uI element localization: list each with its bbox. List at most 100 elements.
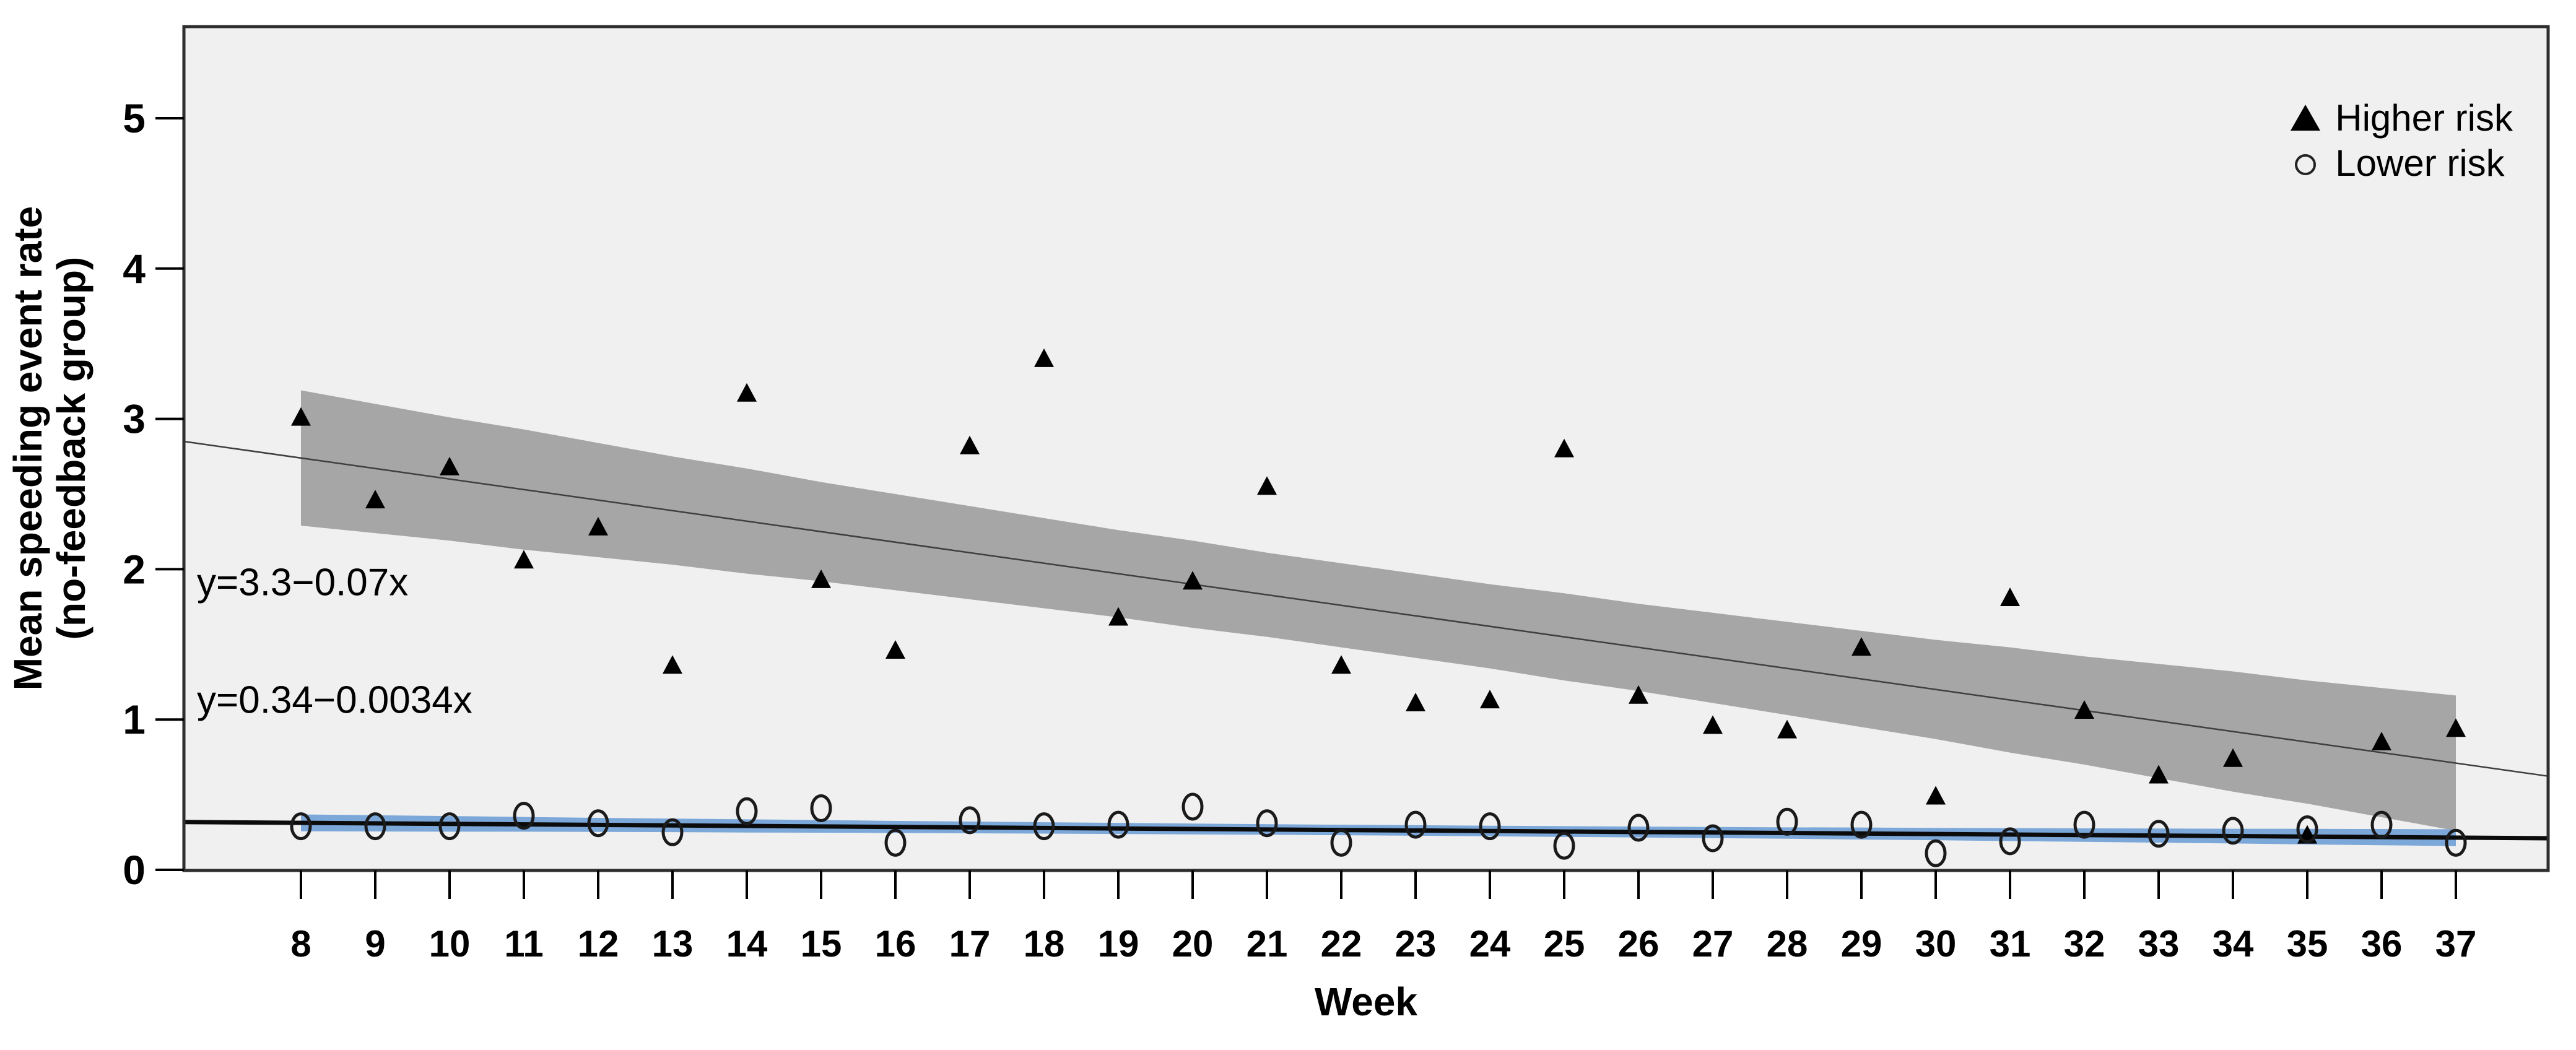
y-tick-label: 2 [123, 546, 146, 592]
lower-risk-point [2296, 815, 2318, 843]
lower-risk-point [290, 812, 312, 841]
higher-risk-point [737, 383, 757, 402]
lower-risk-point [1702, 824, 1724, 853]
higher-risk-point [1108, 607, 1128, 626]
lower-risk-point [587, 809, 609, 838]
y-tick-label: 5 [123, 95, 146, 141]
higher-risk-point [365, 490, 385, 509]
higher-risk-point [1852, 637, 1871, 656]
lower-risk-point [364, 812, 386, 841]
y-tick-label: 1 [123, 696, 146, 742]
x-tick-label: 27 [1692, 923, 1734, 965]
plot-frame [182, 25, 2550, 872]
lower-risk-point [2445, 828, 2467, 857]
higher-risk-point [2149, 765, 2169, 784]
lower-risk-point [736, 797, 758, 825]
x-tick-label: 37 [2435, 923, 2477, 965]
higher-risk-point [1777, 719, 1797, 739]
lower-risk-regression-line [183, 820, 2549, 841]
x-tick-label: 13 [652, 923, 694, 965]
lower-risk-point [513, 802, 535, 830]
lower-risk-point [1925, 839, 1947, 867]
legend-item-lower-risk: Lower risk [2286, 142, 2513, 184]
lower-risk-point [810, 794, 832, 822]
filled-triangle-icon [2291, 104, 2321, 131]
open-circle-icon [2295, 154, 2317, 175]
lower-risk-point [1404, 810, 1427, 839]
x-tick-label: 16 [875, 923, 916, 965]
x-tick-label: 24 [1469, 923, 1511, 965]
y-axis-title-line1: Mean speeding event rate [6, 206, 50, 691]
lower-risk-point [2222, 817, 2244, 845]
higher-risk-point [811, 569, 831, 588]
x-tick-label: 15 [801, 923, 842, 965]
x-tick-label: 19 [1098, 923, 1139, 965]
higher-risk-point [1480, 690, 1500, 709]
x-tick-label: 26 [1618, 923, 1660, 965]
lower-risk-point [1776, 807, 1798, 836]
lower-risk-point [1627, 814, 1650, 842]
lower-risk-point [884, 828, 907, 857]
y-tick-label: 0 [123, 847, 146, 893]
lower-risk-point [1479, 812, 1501, 841]
lower-risk-point [2073, 810, 2095, 839]
x-tick-label: 14 [726, 923, 768, 965]
lower-risk-point [2147, 820, 2170, 848]
y-axis-title: Mean speeding event rate (no-feedback gr… [0, 0, 102, 913]
lower-risk-point [1330, 828, 1352, 857]
x-tick-label: 30 [1915, 923, 1957, 965]
higher-risk-point [1554, 438, 1574, 458]
higher-risk-point [1257, 476, 1277, 495]
higher-risk-point [2074, 700, 2094, 719]
higher-risk-point [1703, 715, 1723, 734]
higher-risk-point [1034, 348, 1054, 367]
higher-risk-point [291, 407, 311, 426]
regression-equation-higher-risk: y=3.3−0.07x [197, 561, 409, 604]
higher-risk-point [1406, 692, 1425, 711]
x-tick-label: 28 [1767, 923, 1808, 965]
lower-risk-point [1999, 827, 2021, 856]
higher-risk-point [663, 655, 682, 674]
lower-risk-point [438, 812, 461, 841]
legend-label-higher-risk: Higher risk [2335, 97, 2513, 139]
x-tick-label: 33 [2138, 923, 2180, 965]
legend-label-lower-risk: Lower risk [2335, 142, 2505, 184]
x-tick-label: 12 [578, 923, 619, 965]
higher-risk-point [2000, 587, 2020, 606]
lower-risk-point [1850, 810, 1873, 839]
higher-risk-point [1926, 786, 1946, 805]
lower-risk-point [661, 818, 684, 846]
higher-risk-point [514, 550, 534, 569]
lower-risk-point [1181, 792, 1204, 821]
x-tick-label: 35 [2287, 923, 2328, 965]
x-tick-label: 29 [1841, 923, 1882, 965]
legend-item-higher-risk: Higher risk [2286, 97, 2513, 139]
x-tick-label: 21 [1247, 923, 1288, 965]
x-tick-label: 10 [429, 923, 471, 965]
x-tick-label: 9 [365, 923, 385, 965]
regression-equation-lower-risk: y=0.34−0.0034x [197, 679, 472, 722]
x-tick-label: 31 [1990, 923, 2031, 965]
lower-risk-point [959, 806, 981, 835]
x-tick-label: 17 [949, 923, 991, 965]
higher-risk-point [2372, 732, 2391, 751]
x-tick-label: 36 [2361, 923, 2403, 965]
lower-risk-point [1553, 831, 1575, 860]
x-tick-label: 25 [1544, 923, 1585, 965]
higher-risk-regression-line [183, 440, 2549, 777]
lower-risk-point [1256, 809, 1278, 838]
higher-risk-point [2223, 748, 2243, 767]
x-tick-label: 8 [290, 923, 311, 965]
higher-risk-point [886, 640, 905, 659]
lower-risk-point [1033, 812, 1055, 841]
legend: Higher risk Lower risk [2286, 97, 2513, 184]
higher-risk-point [1629, 685, 1648, 704]
higher-risk-point [2446, 718, 2466, 737]
x-tick-label: 11 [504, 923, 543, 965]
x-axis-title: Week [1314, 979, 1418, 1024]
y-axis-title-line2: (no-feedback group) [49, 256, 94, 640]
higher-risk-point [1331, 655, 1351, 674]
x-tick-label: 32 [2064, 923, 2105, 965]
